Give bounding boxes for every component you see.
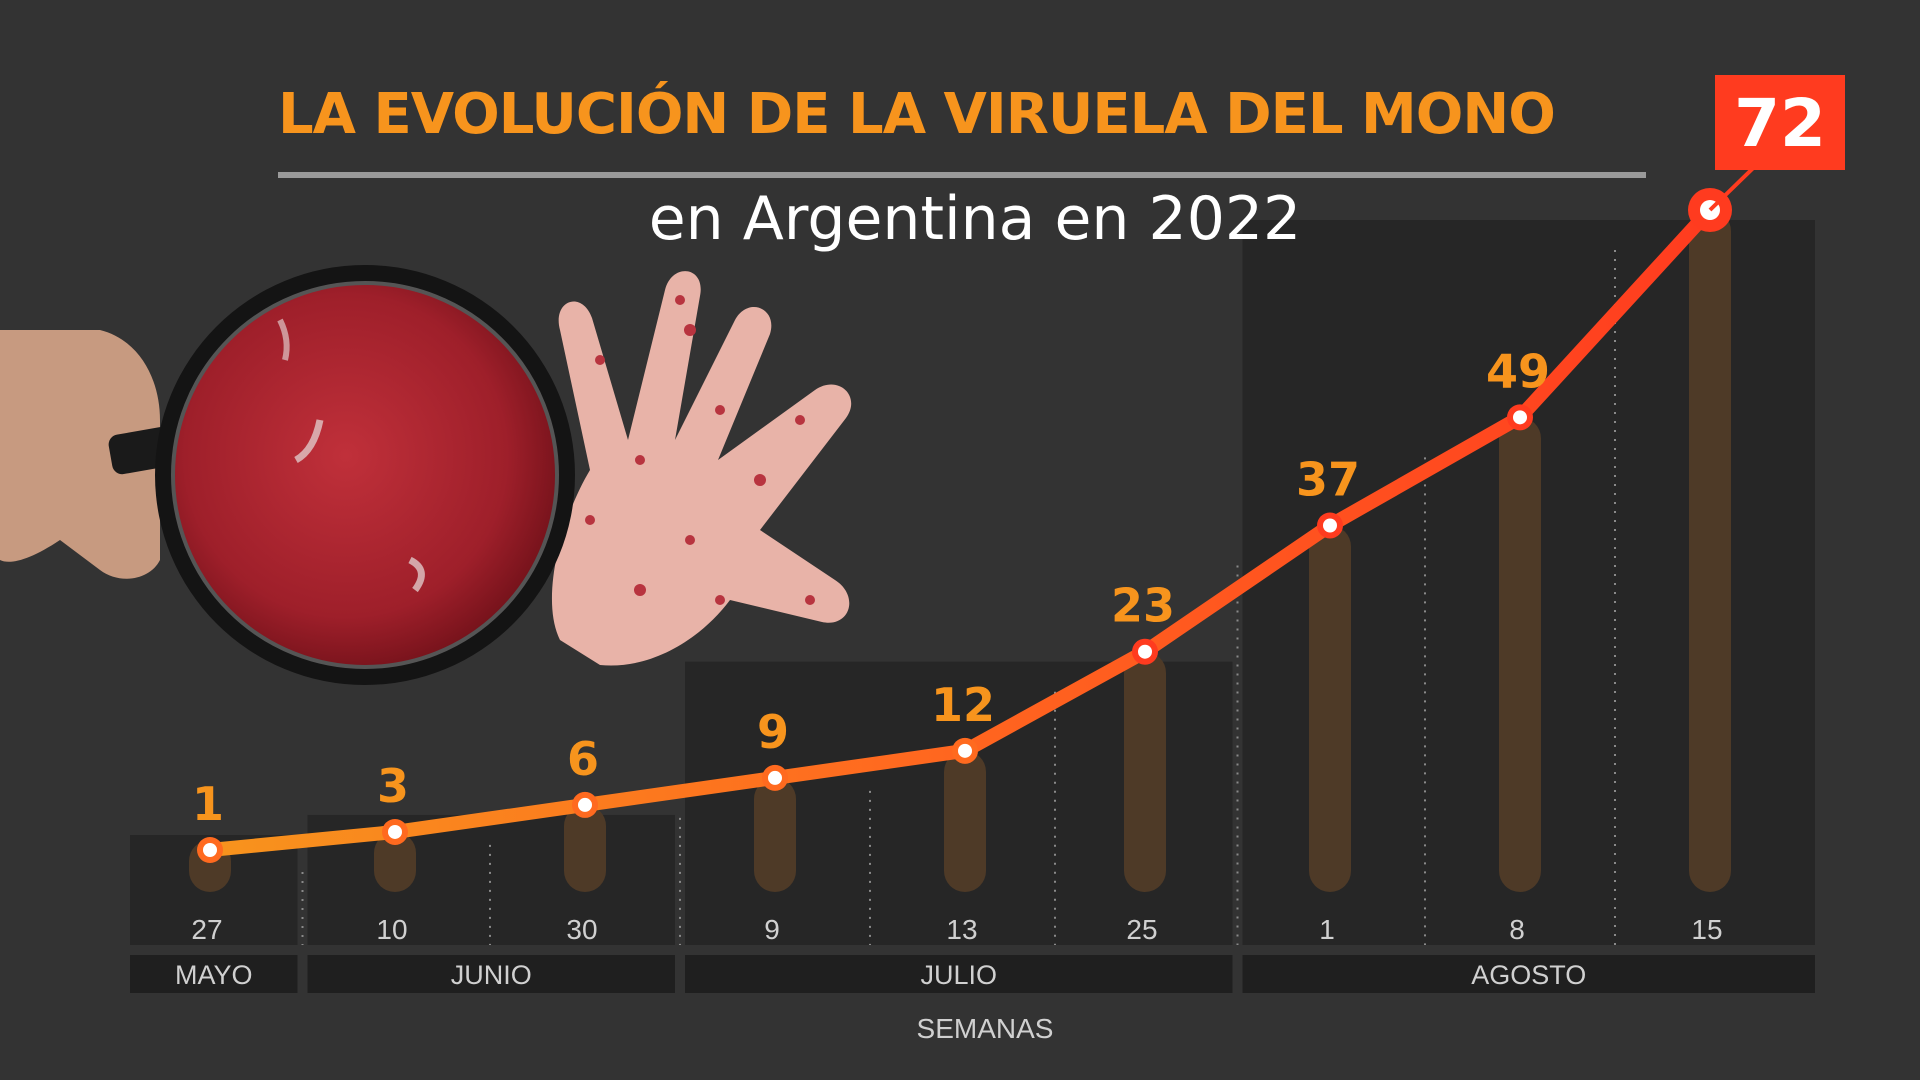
bar xyxy=(564,804,606,892)
data-label: 12 xyxy=(931,678,995,732)
magnifying-glass-icon xyxy=(108,265,575,685)
chart-title: LA EVOLUCIÓN DE LA VIRUELA DEL MONO xyxy=(278,82,1556,147)
data-label: 6 xyxy=(567,732,599,786)
callout-value: 72 xyxy=(1734,85,1826,162)
data-label: 9 xyxy=(757,705,789,759)
data-point-center xyxy=(388,824,402,839)
data-point-center xyxy=(1323,518,1337,533)
x-axis-label: SEMANAS xyxy=(917,1013,1054,1044)
x-tick-label: 8 xyxy=(1509,914,1525,945)
x-tick-label: 10 xyxy=(376,914,407,945)
data-labels: 1 3 6 9 12 23 37 49 xyxy=(192,344,1550,831)
bar xyxy=(1689,210,1731,892)
bars xyxy=(189,210,1731,892)
bar xyxy=(1499,417,1541,892)
month-label: MAYO xyxy=(175,960,253,990)
data-point-center xyxy=(203,843,217,857)
illustration xyxy=(0,265,852,685)
data-point-center xyxy=(1138,644,1152,659)
data-label: 3 xyxy=(377,759,409,813)
month-label: JUNIO xyxy=(451,960,532,990)
data-point-center xyxy=(1513,410,1527,425)
bar xyxy=(1309,525,1351,892)
x-tick-label: 15 xyxy=(1691,914,1722,945)
data-label: 37 xyxy=(1296,452,1360,506)
x-tick-label: 30 xyxy=(566,914,597,945)
highlight-callout: 72 xyxy=(1708,75,1845,212)
data-point-center xyxy=(768,770,782,785)
month-labels: MAYO JUNIO JULIO AGOSTO xyxy=(175,960,1586,990)
bar xyxy=(374,831,416,892)
week-separators xyxy=(301,250,1616,945)
x-tick-labels: 27 10 30 9 13 25 1 8 15 xyxy=(191,914,1722,945)
data-label: 49 xyxy=(1486,344,1550,398)
holding-hand-icon xyxy=(0,330,160,579)
rash-hand-icon xyxy=(551,271,852,666)
x-tick-label: 1 xyxy=(1319,914,1335,945)
title-divider xyxy=(278,172,1646,178)
month-label: JULIO xyxy=(920,960,997,990)
chart-subtitle: en Argentina en 2022 xyxy=(648,184,1302,254)
x-tick-label: 27 xyxy=(191,914,222,945)
x-tick-label: 13 xyxy=(946,914,977,945)
data-point-center xyxy=(578,797,592,812)
month-band xyxy=(130,955,298,993)
x-tick-label: 25 xyxy=(1126,914,1157,945)
bar xyxy=(1124,651,1166,892)
month-band xyxy=(685,955,1233,993)
data-point-center xyxy=(958,743,972,758)
data-label: 23 xyxy=(1111,579,1175,633)
bar xyxy=(944,750,986,892)
data-label: 1 xyxy=(192,777,224,831)
bar xyxy=(754,777,796,892)
month-label: AGOSTO xyxy=(1471,960,1586,990)
month-band xyxy=(1242,955,1815,993)
callout-box xyxy=(1715,75,1845,170)
x-tick-label: 9 xyxy=(764,914,780,945)
month-band xyxy=(307,955,675,993)
